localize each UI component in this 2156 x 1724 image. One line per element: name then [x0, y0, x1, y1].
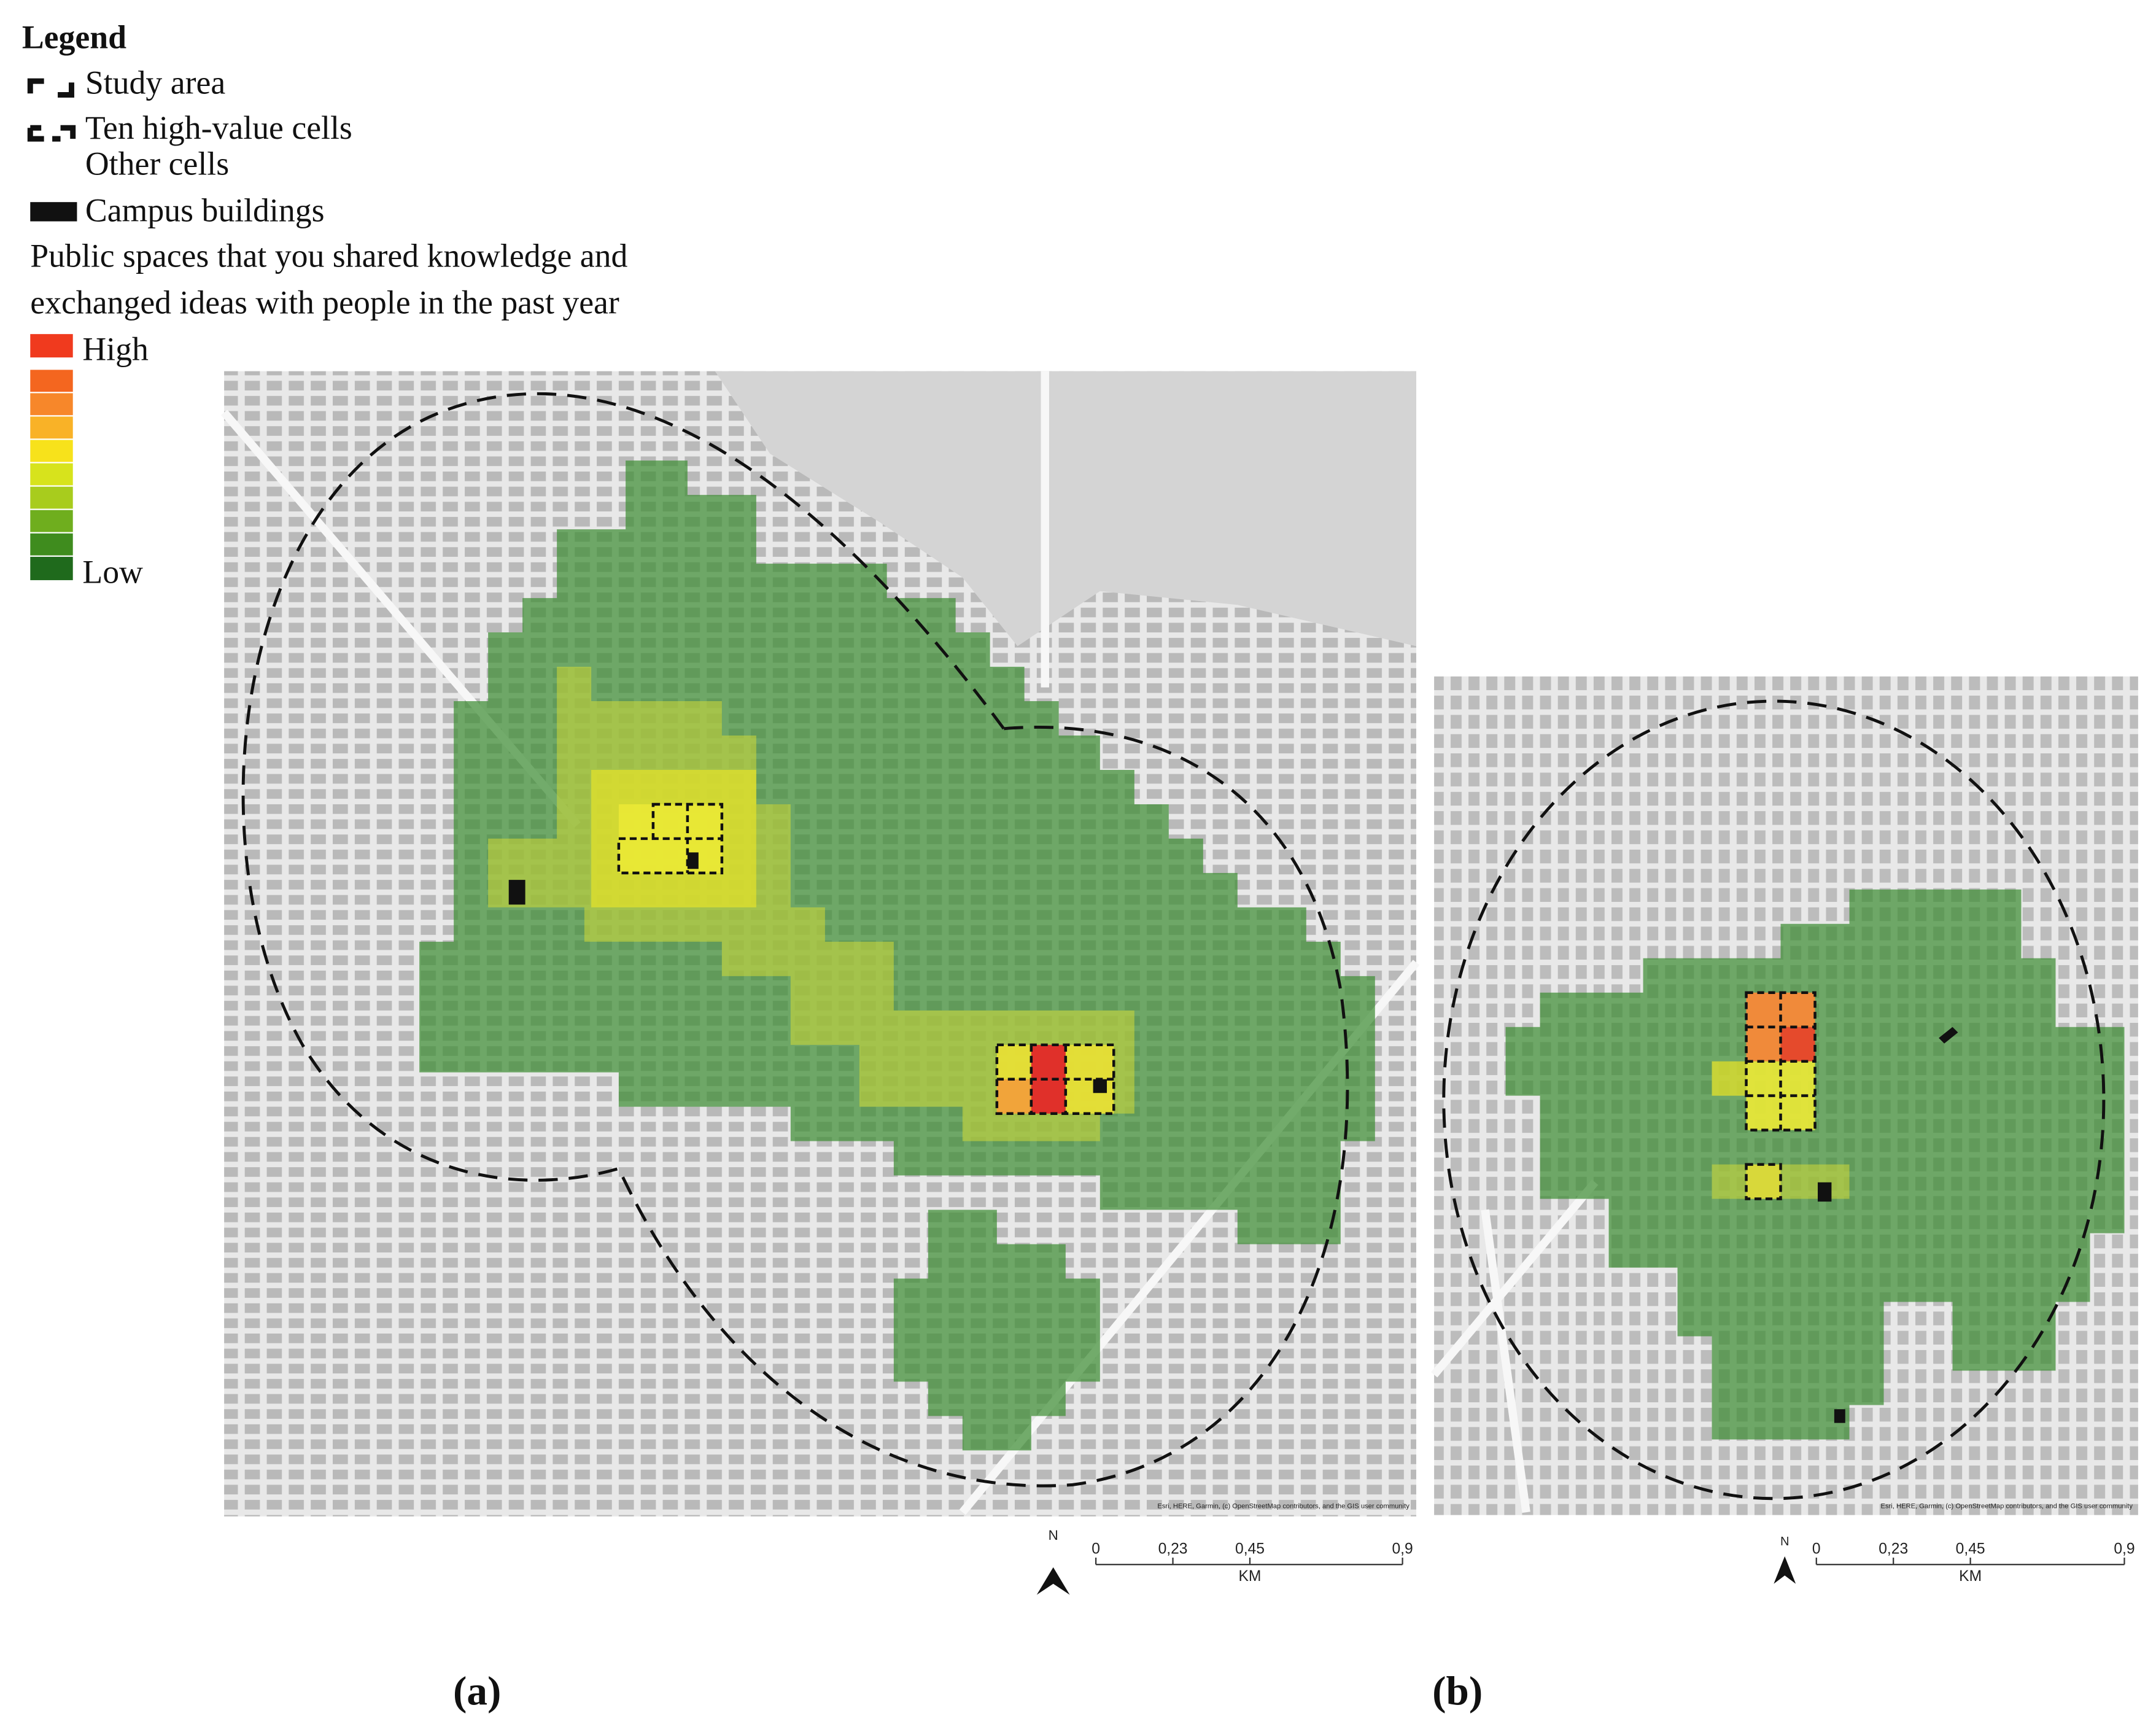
scale-unit: KM	[1959, 1568, 1982, 1585]
scale-label: 0,45	[1235, 1540, 1265, 1557]
scale-line	[1095, 1558, 1403, 1566]
ramp-swatch	[30, 510, 73, 532]
scale-label: 0,23	[1879, 1540, 1908, 1557]
panel-label: (a)	[453, 1668, 501, 1714]
legend-low: Low	[82, 553, 143, 590]
ramp-swatch	[30, 533, 73, 556]
heat-cells	[419, 460, 1375, 1244]
legend: Legend Study area Ten high-value cells O…	[22, 18, 628, 590]
ramp-swatch	[30, 370, 73, 392]
scale-bar: 0 0,23 0,45 0,9 KM	[1092, 1540, 1413, 1585]
high-value-cells	[1745, 991, 1817, 1200]
scale-bar: 0 0,23 0,45 0,9 KM	[1812, 1540, 2135, 1585]
panel-label: (b)	[1432, 1668, 1483, 1714]
water	[715, 371, 1416, 646]
scale-label: 0,45	[1956, 1540, 1985, 1557]
ramp-swatch	[30, 463, 73, 486]
map-a: Esri, HERE, Garmin, (c) OpenStreetMap co…	[220, 371, 1420, 1714]
ramp-swatch	[30, 486, 73, 509]
study-area-icon	[27, 78, 74, 98]
study-area	[1442, 699, 2106, 1501]
heat-cells	[1031, 1044, 1066, 1114]
scale-label: 0,9	[1392, 1540, 1413, 1557]
high-value-icon	[27, 125, 76, 142]
north-label: N	[1780, 1535, 1790, 1548]
color-ramp	[30, 334, 73, 580]
attribution: Esri, HERE, Garmin, (c) OpenStreetMap co…	[1157, 1502, 1410, 1510]
ramp-swatch	[30, 334, 73, 358]
legend-item: Ten high-value cells	[85, 109, 352, 146]
heat-cells	[1746, 1164, 1781, 1199]
scale-unit: KM	[1239, 1568, 1262, 1585]
heat-cells	[1780, 1027, 1815, 1062]
scale-label: 0,9	[2114, 1540, 2135, 1557]
legend-title: Legend	[22, 18, 126, 55]
ramp-swatch	[30, 393, 73, 416]
legend-high: High	[82, 331, 149, 368]
campus-icon	[30, 202, 77, 222]
legend-item: Other cells	[85, 145, 229, 182]
scale-line	[1815, 1558, 2125, 1566]
legend-item: Study area	[85, 64, 225, 101]
north-arrow	[1036, 1567, 1070, 1595]
ramp-swatch	[30, 556, 73, 580]
map-b: Esri, HERE, Garmin, (c) OpenStreetMap co…	[1430, 676, 2138, 1714]
scale-label: 0	[1092, 1540, 1100, 1557]
heat-cells	[1712, 1061, 1747, 1096]
legend-item: Campus buildings	[85, 192, 325, 229]
north-label: N	[1049, 1528, 1058, 1543]
roads	[1430, 1179, 1599, 1513]
north-arrow	[1774, 1556, 1796, 1584]
scale-label: 0,23	[1158, 1540, 1188, 1557]
scale-label: 0	[1812, 1540, 1821, 1557]
heat-cells	[893, 1210, 1100, 1451]
attribution: Esri, HERE, Garmin, (c) OpenStreetMap co…	[1881, 1502, 2133, 1510]
legend-description: exchanged ideas with people in the past …	[30, 284, 619, 321]
heat-cells	[996, 1079, 1031, 1114]
ramp-swatch	[30, 416, 73, 439]
ramp-swatch	[30, 440, 73, 462]
high-value-cells	[617, 802, 1115, 1116]
study-area	[241, 392, 1349, 1488]
legend-description: Public spaces that you shared knowledge …	[30, 237, 627, 274]
